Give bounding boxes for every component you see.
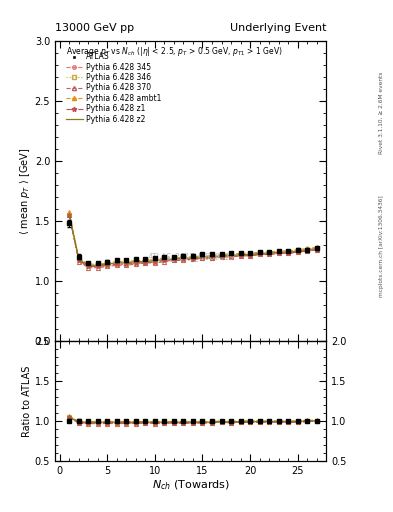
Text: ATLAS_2017_I1509919: ATLAS_2017_I1509919	[147, 252, 234, 262]
Text: Underlying Event: Underlying Event	[230, 23, 326, 33]
Y-axis label: Ratio to ATLAS: Ratio to ATLAS	[22, 365, 32, 437]
Y-axis label: $\langle$ mean $p_T$ $\rangle$ [GeV]: $\langle$ mean $p_T$ $\rangle$ [GeV]	[18, 147, 32, 234]
Text: mcplots.cern.ch [arXiv:1306.3436]: mcplots.cern.ch [arXiv:1306.3436]	[379, 195, 384, 296]
Text: 13000 GeV pp: 13000 GeV pp	[55, 23, 134, 33]
X-axis label: $N_{ch}$ (Towards): $N_{ch}$ (Towards)	[152, 478, 230, 492]
Legend: ATLAS, Pythia 6.428 345, Pythia 6.428 346, Pythia 6.428 370, Pythia 6.428 ambt1,: ATLAS, Pythia 6.428 345, Pythia 6.428 34…	[64, 51, 163, 125]
Text: Rivet 3.1.10, ≥ 2.6M events: Rivet 3.1.10, ≥ 2.6M events	[379, 72, 384, 154]
Text: Average $p_T$ vs $N_{ch}$ ($|\eta|$ < 2.5, $p_T$ > 0.5 GeV, $p_{T1}$ > 1 GeV): Average $p_T$ vs $N_{ch}$ ($|\eta|$ < 2.…	[66, 46, 283, 58]
